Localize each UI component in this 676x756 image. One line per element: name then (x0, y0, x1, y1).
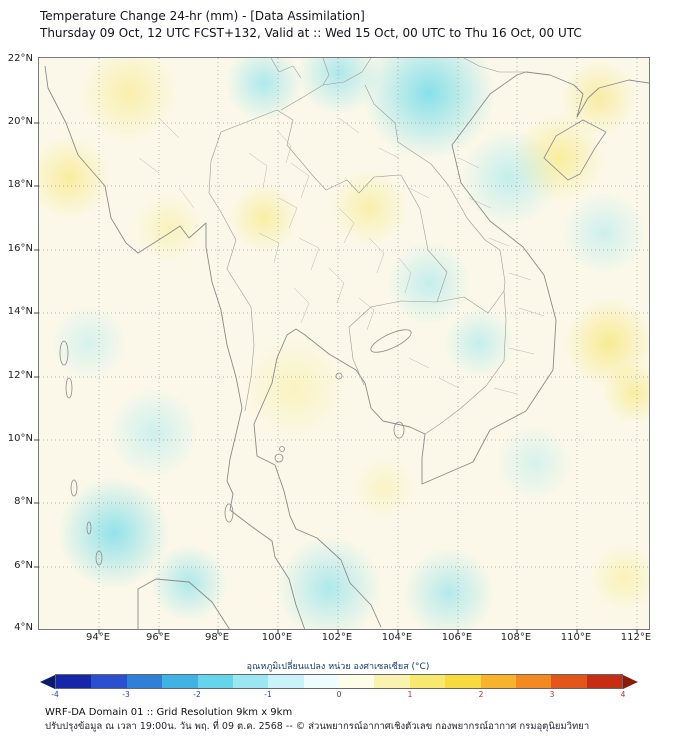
latitude-axis: 22°N 20°N 18°N 16°N 14°N 12°N 10°N 8°N 6°N 4°N (0, 53, 36, 633)
colorbar-segment (197, 675, 233, 688)
colorbar-tick: 3 (549, 690, 555, 699)
colorbar-segment (303, 675, 339, 688)
lat-tick-label: 12°N (7, 370, 33, 381)
colorbar-tick: 2 (478, 690, 484, 699)
colorbar-tick-labels: -4 -3 -2 -1 0 1 2 3 4 (51, 690, 626, 700)
lat-tick-label: 14°N (7, 306, 33, 317)
page-subtitle: Thursday 09 Oct, 12 UTC FCST+132, Valid … (40, 26, 582, 40)
phu-quoc-island (393, 421, 405, 439)
map-canvas (34, 57, 650, 634)
colorbar-segment (374, 675, 410, 688)
axis-ticks (34, 122, 638, 634)
page-title: Temperature Change 24-hr (mm) - [Data As… (40, 9, 365, 23)
colorbar-tick: 0 (336, 690, 342, 699)
colorbar-segment (232, 675, 269, 688)
colorbar-tick: -2 (193, 690, 201, 699)
lon-tick-label: 110°E (560, 632, 592, 643)
colorbar-tick: -3 (122, 690, 130, 699)
lat-tick-label: 4°N (14, 622, 33, 633)
hainan-island (543, 119, 607, 181)
map-borders-svg (34, 57, 650, 634)
colorbar-left-arrow (40, 674, 55, 689)
lon-tick-label: 108°E (500, 632, 532, 643)
province-borders (138, 117, 545, 395)
lat-tick-label: 6°N (14, 560, 33, 571)
colorbar-title: อุณหภูมิเปลี่ยนแปลง หน่วย องศาเซลเซียส (… (246, 662, 430, 672)
lon-tick-label: 106°E (441, 632, 473, 643)
country-borders (208, 57, 526, 435)
colorbar: -4 -3 -2 -1 0 1 2 3 4 (40, 674, 638, 700)
lon-tick-label: 112°E (620, 632, 652, 643)
lat-tick-label: 10°N (7, 433, 33, 444)
colorbar-segment (480, 675, 516, 688)
colorbar-segment (56, 675, 92, 688)
colorbar-segment (91, 675, 127, 688)
colorbar-tick: 1 (407, 690, 413, 699)
lon-tick-label: 104°E (381, 632, 413, 643)
longitude-axis: 94°E 96°E 98°E 100°E 102°E 104°E 106°E 108°E 110… (38, 632, 652, 646)
colorbar-segment (445, 675, 481, 688)
colorbar-segment (409, 675, 446, 688)
colorbar-track (55, 674, 623, 689)
colorbar-segment (551, 675, 587, 688)
grid-lines (39, 58, 649, 629)
footer-update-info: ปรับปรุงข้อมูล ณ เวลา 19:00น. วัน พฤ. ที… (45, 721, 590, 732)
colorbar-tick: -1 (264, 690, 272, 699)
colorbar-right-arrow (623, 674, 638, 689)
lat-tick-label: 22°N (7, 53, 33, 64)
colorbar-segment (586, 675, 622, 688)
samui-island (274, 453, 284, 463)
footer: WRF-DA Domain 01 :: Grid Resolution 9km … (45, 706, 589, 734)
colorbar-tick: -4 (51, 690, 59, 699)
lat-tick-label: 18°N (7, 179, 33, 190)
colorbar-segment (268, 675, 304, 688)
footer-domain-info: WRF-DA Domain 01 :: Grid Resolution 9km … (45, 707, 293, 718)
lon-tick-label: 102°E (321, 632, 353, 643)
phuket-island (224, 503, 234, 523)
lon-tick-label: 98°E (204, 632, 230, 643)
colorbar-segment (162, 675, 198, 688)
lat-tick-label: 16°N (7, 243, 33, 254)
colorbar-tick: 4 (620, 690, 626, 699)
tonle-sap-lake (370, 329, 412, 353)
lon-tick-label: 94°E (85, 632, 111, 643)
lat-tick-label: 20°N (7, 116, 33, 127)
coastline-path (44, 65, 650, 631)
islands (59, 119, 607, 566)
lat-tick-label: 8°N (14, 496, 33, 507)
lon-tick-label: 100°E (261, 632, 293, 643)
colorbar-segment (515, 675, 552, 688)
header: Temperature Change 24-hr (mm) - [Data As… (40, 8, 582, 42)
colorbar-segment (126, 675, 163, 688)
lon-tick-label: 96°E (145, 632, 171, 643)
colorbar-segment (339, 675, 375, 688)
